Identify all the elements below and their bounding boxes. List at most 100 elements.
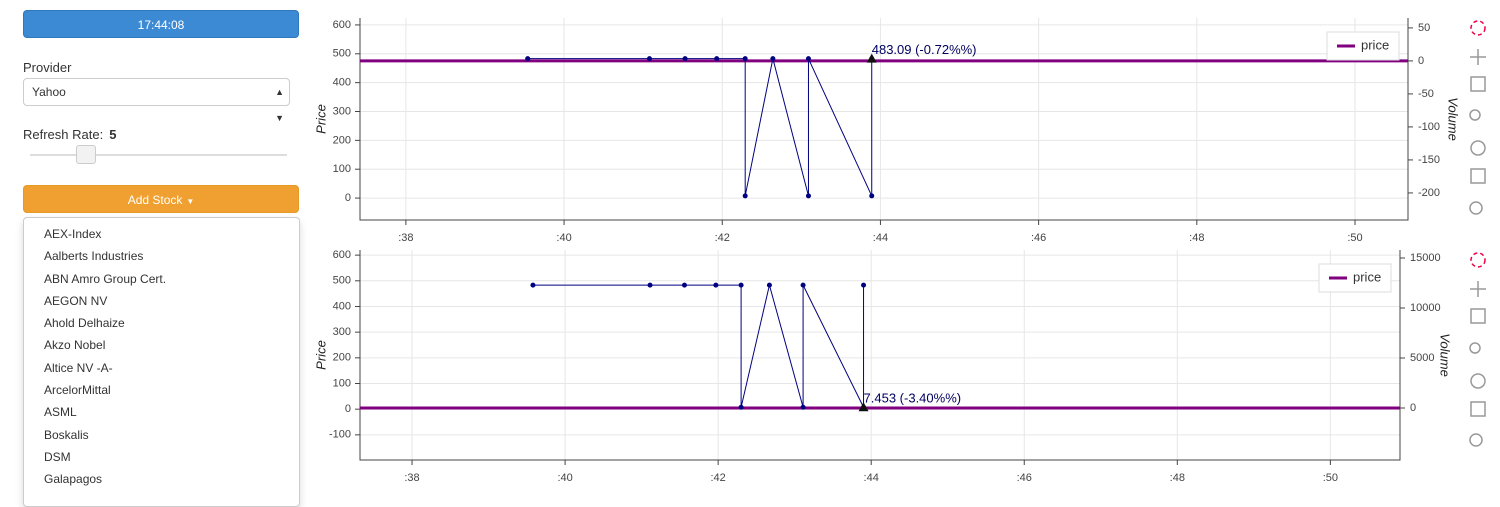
series-line: [527, 58, 873, 197]
logo: [1470, 20, 1486, 36]
y-tick-label: 0: [345, 403, 351, 415]
slider-handle[interactable]: [76, 145, 96, 164]
point: [647, 282, 653, 288]
x-tick-label: :40: [556, 232, 571, 244]
y-tick-label: 500: [333, 275, 351, 287]
point: [738, 282, 744, 288]
reset-tool[interactable]: [1470, 373, 1486, 389]
chart: :38:40:42:44:46:48:50 -100 0 100 200 300 400 50…: [313, 249, 1452, 484]
y2-tick-label: 15000: [1410, 252, 1441, 264]
x-tick-label: :46: [1017, 472, 1032, 484]
plot-area: [360, 282, 1400, 410]
select-arrow: ▲ ▼: [275, 87, 284, 123]
annotation-marker: [858, 402, 869, 412]
pan-tool[interactable]: [1470, 49, 1486, 65]
time-button[interactable]: 17:44:08: [23, 10, 299, 38]
y-tick-label: 500: [333, 48, 351, 60]
y-tick-label: 600: [333, 249, 351, 261]
box-zoom-tool[interactable]: [1470, 76, 1486, 92]
stock-item[interactable]: ASML: [44, 405, 77, 420]
stock-item[interactable]: ArcelorMittal: [44, 383, 111, 398]
y-axis-label: Price: [313, 104, 328, 134]
y-tick-label: 400: [333, 300, 351, 312]
refresh-label: Refresh Rate: 5: [23, 127, 116, 142]
x-tick-label: :42: [710, 472, 725, 484]
wheel-zoom-tool[interactable]: [1469, 342, 1481, 354]
y2-tick-label: 5000: [1410, 352, 1434, 364]
y-tick-label: 400: [333, 77, 351, 89]
hover-tool[interactable]: [1469, 201, 1483, 215]
point: [682, 56, 688, 62]
annotation: 483.09 (-0.72%%): [872, 42, 977, 57]
point: [530, 282, 536, 288]
save-tool[interactable]: [1470, 168, 1486, 184]
y-tick-label: 300: [333, 326, 351, 338]
stock-item[interactable]: DSM: [44, 449, 71, 464]
reset-tool[interactable]: [1470, 140, 1486, 156]
point: [800, 282, 806, 288]
y-tick-label: 100: [333, 377, 351, 389]
annotation: 7.453 (-3.40%%): [864, 391, 962, 406]
x-tick-label: :50: [1323, 472, 1338, 484]
axes: [359, 18, 1409, 221]
point: [742, 56, 748, 62]
y2-tick-label: -200: [1418, 187, 1440, 199]
stock-item[interactable]: Akzo Nobel: [44, 338, 106, 353]
stock-item[interactable]: AEGON NV: [44, 293, 108, 308]
stock-item[interactable]: AEX-Index: [44, 227, 102, 241]
point: [681, 282, 687, 288]
point: [766, 282, 772, 288]
legend-label: price: [1361, 37, 1389, 52]
save-tool[interactable]: [1470, 401, 1486, 417]
point: [742, 193, 748, 199]
box-zoom-tool[interactable]: [1470, 308, 1486, 324]
y-tick-label: 600: [333, 19, 351, 31]
logo: [1470, 252, 1486, 268]
y2-tick-label: 10000: [1410, 302, 1441, 314]
y-tick-label: -100: [329, 429, 351, 441]
page: :38:40:42:44:46:48:50 0 100 200 300 400 500 600…: [23, 10, 1486, 507]
axes: [359, 250, 1401, 461]
add-stock-button[interactable]: Add Stock ▼: [23, 185, 299, 213]
pan-tool[interactable]: [1470, 281, 1486, 297]
stock-item[interactable]: Aalberts Industries: [44, 249, 144, 264]
point: [525, 56, 531, 62]
y-tick-label: 100: [333, 163, 351, 175]
y2-axis-label: Volume: [1438, 333, 1453, 377]
x-tick-label: :40: [557, 472, 572, 484]
stock-item[interactable]: Ahold Delhaize: [44, 316, 125, 331]
refresh-text: Refresh Rate:: [23, 127, 104, 142]
y2-tick-label: 50: [1418, 22, 1430, 34]
y2-tick-label: 0: [1418, 55, 1424, 67]
point: [805, 193, 811, 199]
stock-item[interactable]: Galapagos: [44, 472, 103, 487]
y2-tick-label: -150: [1418, 154, 1440, 166]
point: [713, 282, 719, 288]
point: [714, 56, 720, 62]
stock-item[interactable]: Altice NV -A-: [44, 360, 113, 375]
x-tick-label: :38: [398, 232, 413, 244]
chart: :38:40:42:44:46:48:500100200300400500600…: [313, 18, 1461, 244]
x-tick-label: :44: [864, 472, 879, 484]
stock-item[interactable]: ABN Amro Group Cert.: [44, 271, 167, 286]
plot-area: [360, 56, 1408, 199]
point: [738, 404, 744, 410]
wheel-zoom-tool[interactable]: [1469, 109, 1481, 121]
hover-tool[interactable]: [1469, 433, 1483, 447]
stock-item[interactable]: Boskalis: [44, 427, 89, 442]
x-tick-label: :50: [1347, 232, 1362, 244]
x-tick-label: :42: [715, 232, 730, 244]
annotation-marker: [866, 53, 877, 63]
y-axis-label: Price: [313, 340, 328, 370]
add-stock-text: Add Stock: [127, 193, 183, 207]
refresh-value: 5: [109, 127, 117, 142]
x-tick-label: :48: [1170, 472, 1185, 484]
y2-tick-label: -50: [1418, 88, 1434, 100]
x-tick-label: :48: [1189, 232, 1204, 244]
provider-label: Provider: [23, 60, 72, 75]
provider-select[interactable]: Yahoo ▲ ▼: [23, 78, 290, 123]
point: [869, 193, 875, 199]
toolbar: [1469, 20, 1486, 447]
provider-value: Yahoo: [32, 85, 66, 99]
slider-track[interactable]: [30, 154, 287, 156]
